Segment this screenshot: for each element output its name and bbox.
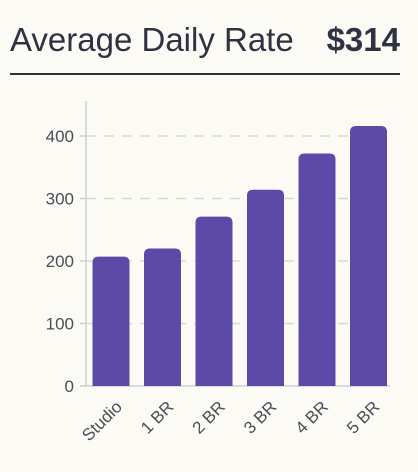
widget-title: Average Daily Rate [10, 21, 294, 58]
x-tick-label: 5 BR [343, 397, 383, 437]
widget-header: Average Daily Rate $314 [10, 0, 400, 74]
x-tick-label: 3 BR [240, 397, 280, 437]
bars [92, 126, 387, 387]
y-tick-label: 100 [46, 315, 74, 334]
y-tick-label: 200 [46, 252, 74, 271]
x-tick-labels: Studio 1 BR 2 BR 3 BR 4 BR 5 BR [78, 397, 383, 445]
x-tick-label: 1 BR [137, 397, 177, 437]
axes [80, 101, 390, 387]
bar-1-br[interactable] [144, 248, 181, 387]
y-tick-labels: 0 100 200 300 400 [46, 127, 74, 396]
average-rate-value: $314 [326, 21, 400, 58]
bar-studio[interactable] [92, 256, 130, 386]
bar-4-br[interactable] [298, 153, 336, 387]
grid-lines [86, 135, 390, 325]
bar-2-br[interactable] [195, 216, 233, 386]
x-tick-label: 4 BR [292, 397, 332, 437]
bar-5-br[interactable] [350, 126, 387, 386]
bar-3-br[interactable] [247, 189, 284, 386]
x-tick-label: 2 BR [189, 397, 229, 437]
y-tick-label: 400 [46, 127, 74, 146]
y-tick-label: 0 [65, 377, 74, 396]
x-tick-label: Studio [78, 397, 126, 445]
y-tick-label: 300 [46, 190, 74, 209]
header-divider [10, 73, 400, 75]
